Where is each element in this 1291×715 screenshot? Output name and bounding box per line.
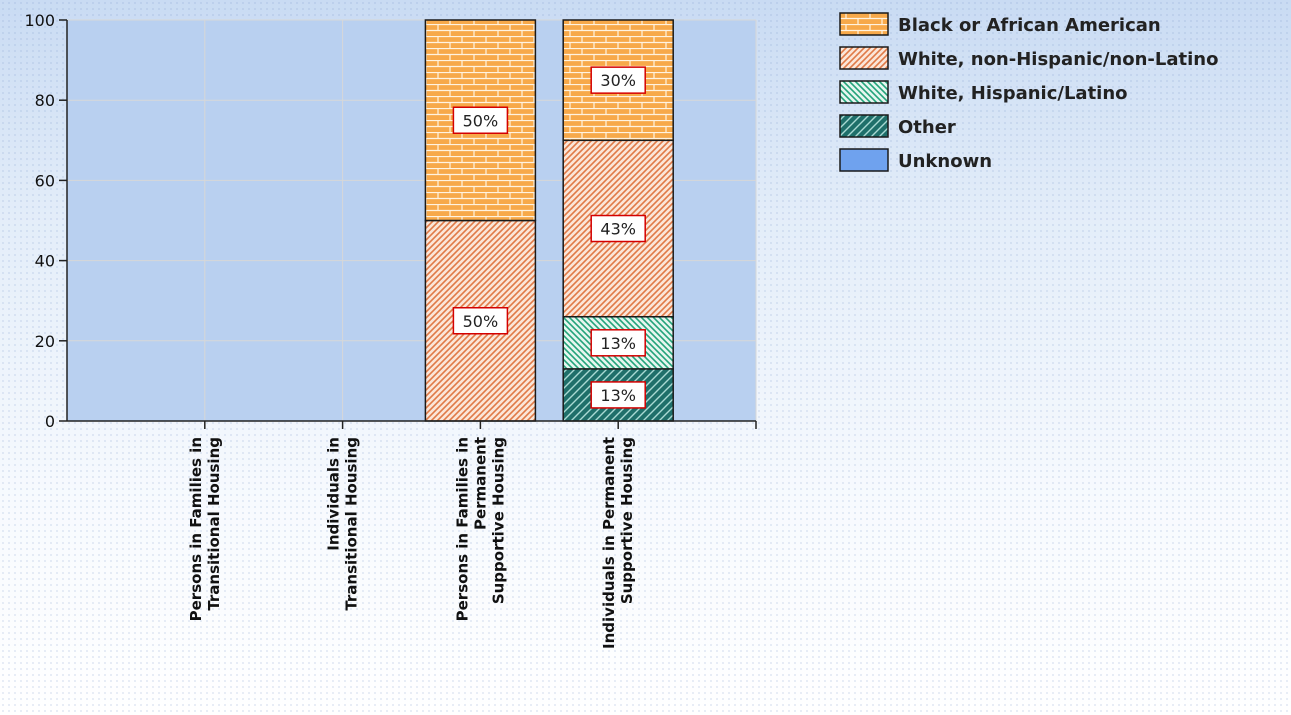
category-label-line: Permanent (471, 437, 489, 530)
data-label-box (590, 66, 646, 94)
y-tick-label: 40 (35, 252, 55, 271)
y-tick-label: 100 (24, 11, 55, 30)
legend-label: Unknown (898, 151, 992, 172)
legend-swatch (839, 80, 889, 104)
y-tick-label: 80 (35, 91, 55, 110)
category-label: Persons in Families in Transitional Housi… (187, 437, 223, 621)
y-ticks: 0 20 40 60 80 100 (24, 11, 67, 431)
category-label-line: Individuals in Permanent (600, 437, 618, 649)
legend-swatch (839, 12, 889, 36)
data-label-box (590, 214, 646, 243)
data-label: 30% (600, 71, 636, 90)
y-tick-label: 60 (35, 171, 55, 190)
legend-label: White, Hispanic/Latino (898, 83, 1128, 104)
legend: Black or African American White, non-Hisp… (839, 12, 1218, 172)
data-label-box (452, 106, 509, 134)
data-label: 13% (600, 386, 636, 405)
data-label: 43% (600, 220, 636, 239)
axes (66, 20, 757, 429)
data-label-box (590, 381, 646, 409)
legend-label: Black or African American (898, 15, 1161, 36)
legend-swatch (839, 46, 889, 70)
category-label-line: Persons in Families in (187, 437, 205, 621)
category-label: Persons in Families in Permanent Supportiv… (453, 437, 507, 621)
category-label-line: Individuals in (325, 437, 343, 551)
y-tick-label: 20 (35, 332, 55, 351)
y-tick-label: 0 (45, 412, 55, 431)
data-label: 50% (463, 111, 499, 130)
category-label: Individuals in Permanent Supportive Housi… (600, 437, 636, 649)
data-label-box (452, 307, 509, 335)
data-label: 13% (600, 334, 636, 353)
data-label-box (590, 329, 646, 357)
category-label-line: Supportive Housing (618, 437, 636, 604)
bars: 50% 50% 13% 13% 43% 30% (424, 19, 674, 422)
legend-label: Other (898, 117, 956, 138)
category-label-line: Transitional Housing (343, 437, 361, 611)
data-label: 50% (463, 312, 499, 331)
legend-swatch (839, 148, 889, 172)
category-label-line: Transitional Housing (205, 437, 223, 611)
legend-swatch (839, 114, 889, 138)
category-label-line: Persons in Families in (453, 437, 471, 621)
legend-label: White, non-Hispanic/non-Latino (898, 49, 1218, 70)
category-labels: Persons in Families in Transitional Housi… (187, 437, 636, 649)
category-label-line: Supportive Housing (489, 437, 507, 604)
category-label: Individuals in Transitional Housing (325, 437, 361, 611)
